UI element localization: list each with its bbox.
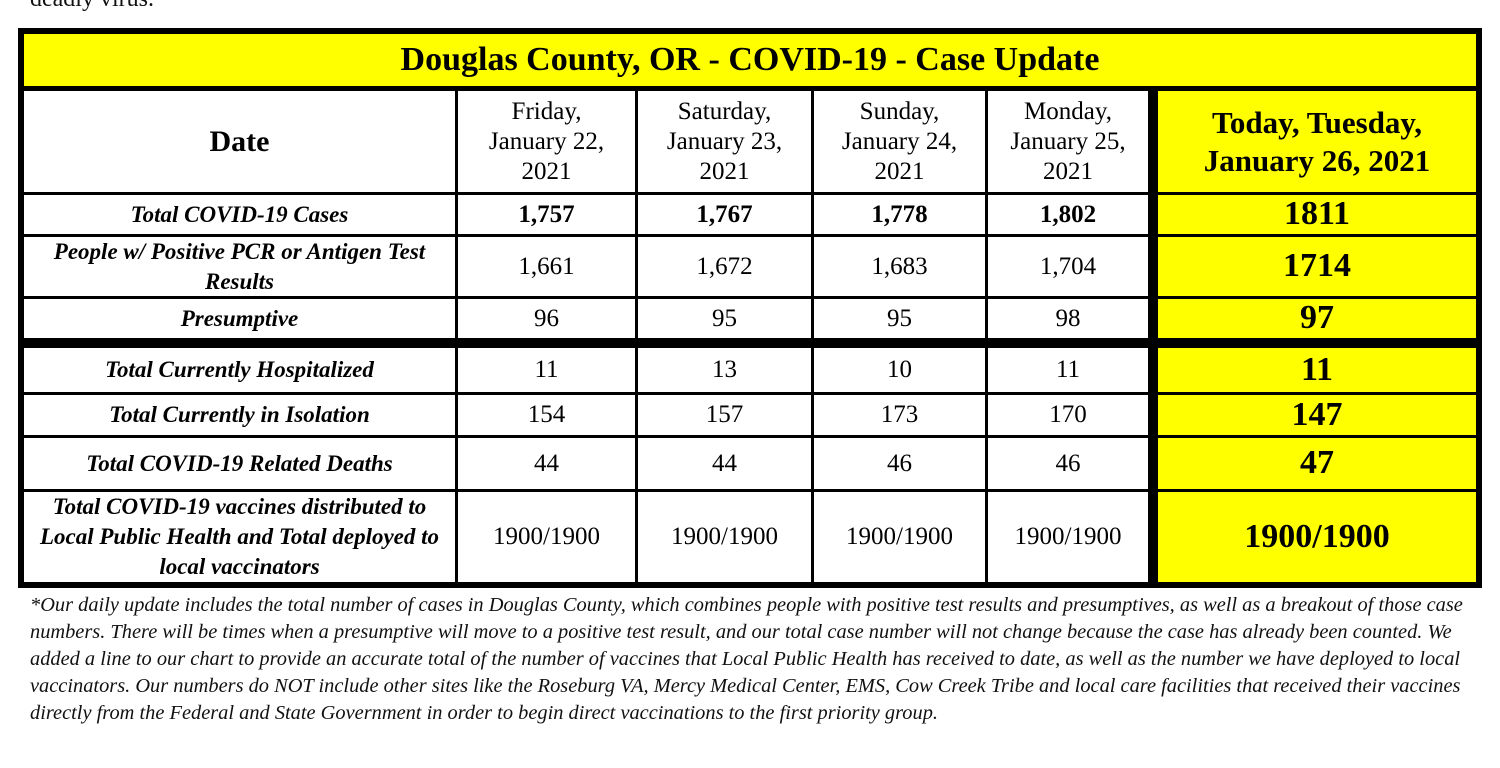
cell-value: 11	[1158, 348, 1476, 392]
row-label: Total COVID-19 Cases	[24, 195, 455, 234]
cell-value: 1900/1900	[458, 492, 635, 582]
cell-value: 1714	[1158, 237, 1476, 296]
cell-value: 173	[814, 395, 985, 435]
cell-value: 1900/1900	[814, 492, 985, 582]
header-date: Sunday, January 24, 2021	[814, 91, 985, 192]
header-date: Friday, January 22, 2021	[458, 91, 635, 192]
cell-value: 1,767	[638, 195, 811, 234]
cell-value: 44	[638, 438, 811, 489]
row-label: Total COVID-19 Related Deaths	[24, 438, 455, 489]
cell-value: 47	[1158, 438, 1476, 489]
cell-value: 1,778	[814, 195, 985, 234]
cell-value: 1900/1900	[1158, 492, 1476, 582]
table-title: Douglas County, OR - COVID-19 - Case Upd…	[24, 34, 1476, 86]
cell-value: 11	[458, 348, 635, 392]
cell-value: 154	[458, 395, 635, 435]
header-date: Today, Tuesday, January 26, 2021	[1158, 91, 1476, 192]
cell-value: 1,672	[638, 237, 811, 296]
cell-value: 1811	[1158, 195, 1476, 234]
cell-value: 11	[988, 348, 1148, 392]
cell-value: 46	[988, 438, 1148, 489]
row-label: Total Currently Hospitalized	[24, 348, 455, 392]
top-text: deadly virus.	[30, 0, 154, 13]
row-label: People w/ Positive PCR or Antigen Test R…	[24, 237, 455, 296]
cell-value: 1,683	[814, 237, 985, 296]
cell-value: 96	[458, 299, 635, 338]
cell-value: 1,802	[988, 195, 1148, 234]
header-date: Monday, January 25, 2021	[988, 91, 1148, 192]
cell-value: 157	[638, 395, 811, 435]
cell-value: 1900/1900	[988, 492, 1148, 582]
cell-value: 1,704	[988, 237, 1148, 296]
row-label: Total Currently in Isolation	[24, 395, 455, 435]
cell-value: 97	[1158, 299, 1476, 338]
cell-value: 147	[1158, 395, 1476, 435]
row-label: Total COVID-19 vaccines distributed to L…	[24, 492, 455, 582]
cell-value: 98	[988, 299, 1148, 338]
cell-value: 13	[638, 348, 811, 392]
cell-value: 1,661	[458, 237, 635, 296]
cell-value: 1,757	[458, 195, 635, 234]
header-date: Saturday, January 23, 2021	[638, 91, 811, 192]
cell-value: 46	[814, 438, 985, 489]
cell-value: 95	[638, 299, 811, 338]
footnote: *Our daily update includes the total num…	[30, 594, 1463, 724]
header-label: Date	[24, 91, 455, 192]
cell-value: 1900/1900	[638, 492, 811, 582]
row-label: Presumptive	[24, 299, 455, 338]
cell-value: 44	[458, 438, 635, 489]
cell-value: 170	[988, 395, 1148, 435]
cell-value: 95	[814, 299, 985, 338]
cell-value: 10	[814, 348, 985, 392]
